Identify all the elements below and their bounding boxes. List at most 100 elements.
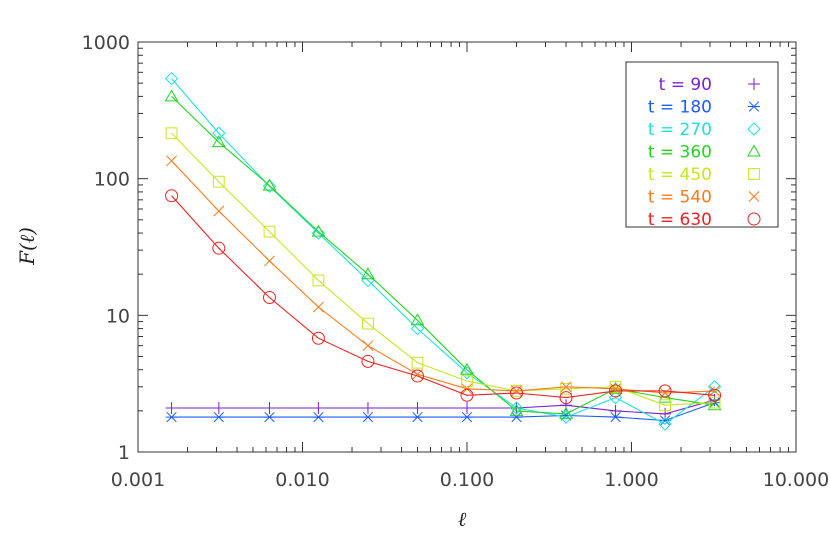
series-layer: [164, 71, 722, 431]
x-axis-label: ℓ: [458, 507, 467, 531]
data-point-x: [213, 205, 225, 217]
data-point-plus: [165, 401, 178, 414]
y-tick-label: 1000: [82, 32, 130, 54]
data-point-asterisk: [165, 411, 178, 423]
series-line: [171, 160, 715, 394]
data-point-square: [212, 175, 225, 188]
data-point-triangle: [747, 144, 761, 157]
data-point-diamond: [262, 179, 277, 193]
data-point-plus: [312, 401, 325, 414]
data-point-circle: [361, 354, 375, 368]
data-point-x: [511, 385, 522, 397]
data-point-square: [708, 396, 721, 409]
legend-label: t = 630: [648, 210, 712, 230]
data-point-circle: [708, 388, 722, 402]
data-point-square: [560, 382, 572, 395]
data-point-x: [362, 340, 374, 352]
data-point-x: [709, 385, 721, 397]
data-point-plus: [461, 401, 473, 414]
data-point-circle: [212, 241, 226, 255]
x-tick-label: 0.100: [440, 469, 494, 491]
data-point-square: [461, 375, 473, 388]
data-point-triangle: [559, 406, 573, 419]
series-line: [171, 399, 715, 415]
data-point-diamond: [658, 417, 672, 431]
data-point-triangle: [262, 178, 277, 191]
data-point-asterisk: [212, 411, 225, 423]
data-point-circle: [262, 291, 276, 305]
legend-label: t = 450: [648, 165, 712, 185]
data-point-square: [609, 380, 622, 393]
data-point-square: [312, 274, 325, 287]
data-point-x: [166, 155, 178, 167]
data-point-square: [659, 399, 671, 412]
data-point-plus: [411, 401, 424, 414]
data-point-triangle: [460, 362, 474, 375]
axis-ticks: 0.001 0.010 0.100 1.000 10.000 1 10 100 1000: [82, 32, 830, 491]
data-point-diamond: [212, 126, 226, 140]
data-point-diamond: [707, 380, 722, 394]
y-tick-label: 10: [106, 305, 130, 327]
series-group: [166, 155, 721, 399]
x-tick-label: 1.000: [604, 469, 658, 491]
data-point-x: [748, 191, 760, 202]
data-point-triangle: [707, 398, 722, 411]
data-point-plus: [212, 401, 225, 414]
data-point-x: [659, 387, 671, 399]
x-tick-label: 0.010: [275, 469, 329, 491]
legend-box: [625, 61, 779, 228]
data-point-diamond: [410, 321, 425, 336]
data-point-plus: [263, 401, 276, 414]
data-point-square: [748, 168, 760, 180]
data-point-triangle: [509, 403, 524, 416]
data-point-circle: [658, 384, 672, 398]
data-point-circle: [311, 331, 325, 345]
data-point-circle: [559, 391, 573, 405]
data-point-plus: [748, 78, 760, 90]
legend-label: t = 90: [659, 75, 712, 95]
data-point-triangle: [658, 390, 672, 403]
data-point-circle: [165, 189, 179, 203]
data-point-asterisk: [510, 411, 523, 423]
y-tick-label: 100: [94, 169, 130, 191]
data-point-square: [362, 317, 374, 330]
data-point-diamond: [509, 401, 524, 415]
data-point-asterisk: [411, 411, 424, 423]
data-point-asterisk: [461, 411, 473, 423]
data-point-plus: [609, 404, 622, 417]
data-point-triangle: [164, 89, 179, 102]
data-point-triangle: [361, 267, 375, 280]
data-point-square: [411, 356, 424, 369]
data-point-diamond: [311, 226, 326, 240]
series-group: [165, 394, 721, 420]
series-group: [165, 189, 722, 405]
series-line: [171, 402, 715, 422]
y-tick-label: 1: [118, 442, 130, 464]
data-point-asterisk: [609, 411, 622, 423]
series-line: [171, 195, 715, 399]
data-point-triangle: [211, 135, 226, 148]
x-tick-label: 10.000: [763, 469, 829, 491]
data-point-circle: [510, 386, 524, 400]
data-point-diamond: [164, 71, 179, 86]
x-tick-label: 0.001: [111, 469, 165, 491]
data-point-asterisk: [361, 411, 374, 423]
data-point-x: [312, 301, 324, 313]
data-point-plus: [361, 401, 374, 414]
data-point-square: [165, 127, 178, 140]
series-group: [165, 397, 721, 426]
legend-label: t = 360: [648, 143, 712, 163]
data-point-circle: [747, 212, 761, 226]
data-point-triangle: [311, 224, 326, 237]
data-point-asterisk: [263, 411, 276, 423]
legend-label: t = 270: [648, 120, 712, 140]
data-point-circle: [460, 388, 474, 402]
legend-label: t = 180: [648, 98, 712, 118]
data-point-circle: [410, 369, 424, 383]
data-point-x: [560, 381, 572, 393]
series-line: [171, 78, 715, 425]
data-point-asterisk: [748, 101, 760, 112]
data-point-diamond: [747, 122, 761, 136]
